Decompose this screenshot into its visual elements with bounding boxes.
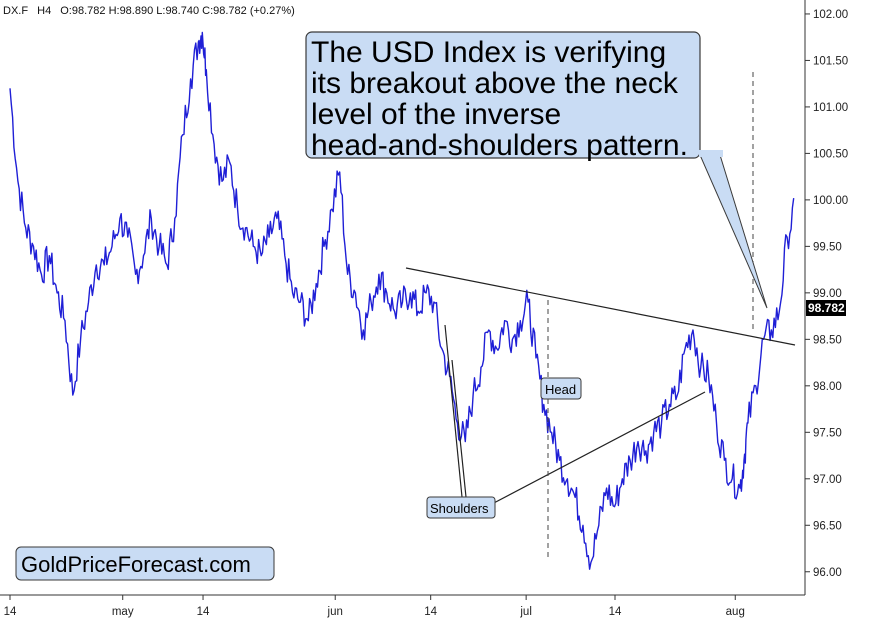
y-tick-label: 97.00: [813, 474, 842, 486]
shoulders-label-box: [426, 496, 496, 519]
shoulders-label: Shoulders: [430, 501, 489, 516]
callout-pointer-joint: [699, 150, 723, 157]
x-tick-label: jun: [327, 606, 343, 618]
y-tick-label: 102.00: [813, 9, 848, 21]
head-label: Head: [545, 382, 576, 397]
shoulders-pointer-left: [444, 324, 463, 498]
y-tick-label: 98.50: [813, 334, 842, 346]
y-tick-label: 101.00: [813, 102, 848, 114]
x-tick-label: 14: [197, 606, 210, 618]
shoulders-pointer-left-2: [451, 359, 467, 498]
price-series-line: [9, 31, 795, 570]
callout-line-4: head-and-shoulders pattern.: [311, 129, 688, 162]
x-tick-label: jul: [519, 606, 532, 618]
y-tick-label: 99.00: [813, 288, 842, 300]
last-price-text: 98.782: [808, 301, 845, 315]
head-label-box: [540, 377, 582, 400]
x-tick-label: 14: [609, 606, 622, 618]
x-tick-label: 14: [424, 606, 437, 618]
ticker-symbol: DX.F: [3, 5, 28, 17]
brand-label: GoldPriceForecast.com: [21, 552, 251, 577]
brand-box: [15, 546, 275, 581]
callout-line-3: level of the inverse: [311, 98, 561, 131]
x-axis: 14 may 14 jun 14 jul 14 aug: [4, 595, 745, 618]
callout-line-2: its breakout above the neck: [311, 67, 679, 100]
ticker-ohlc: O:98.782 H:98.890 L:98.740 C:98.782 (+0.…: [60, 5, 295, 17]
y-tick-label: 96.00: [813, 567, 842, 579]
y-tick-label: 100.50: [813, 148, 848, 160]
callout-line-1: The USD Index is verifying: [311, 36, 666, 69]
x-tick-label: 14: [4, 606, 17, 618]
ticker-header: DX.F H4 O:98.782 H:98.890 L:98.740 C:98.…: [3, 5, 295, 17]
y-tick-label: 97.50: [813, 427, 842, 439]
y-tick-label: 100.00: [813, 195, 848, 207]
rising-trendline: [489, 391, 706, 506]
callout-pointer: [699, 154, 768, 309]
last-price-tag: [806, 300, 846, 316]
y-tick-label: 101.50: [813, 55, 848, 67]
y-tick-label: 98.00: [813, 381, 842, 393]
neckline: [405, 267, 796, 346]
x-tick-label: may: [112, 606, 134, 618]
y-tick-label: 99.50: [813, 241, 842, 253]
y-axis: 102.00 101.50 101.00 100.50 100.00 99.50 99.00…: [805, 9, 848, 579]
callout-box: [305, 31, 701, 159]
ticker-interval: H4: [37, 5, 51, 17]
x-tick-label: aug: [726, 606, 745, 618]
y-tick-label: 96.50: [813, 520, 842, 532]
